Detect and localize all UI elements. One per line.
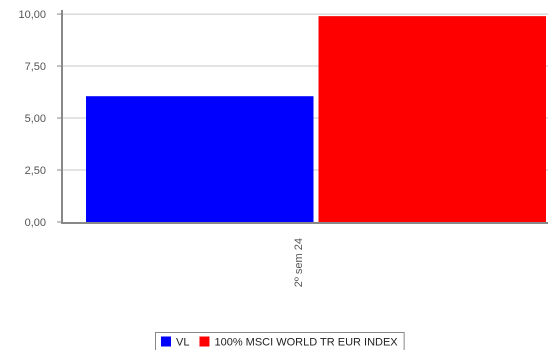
y-tick-label: 5,00 <box>25 113 46 125</box>
y-tick-label: 2,50 <box>25 165 46 177</box>
legend-swatch <box>161 337 171 347</box>
y-tick-labels: 0,00 2,50 5,00 7,50 10,00 <box>18 9 46 229</box>
bars <box>86 16 546 222</box>
y-tick-label: 10,00 <box>18 9 46 21</box>
y-tick-label: 7,50 <box>25 61 46 73</box>
legend-label: 100% MSCI WORLD TR EUR INDEX <box>214 337 398 349</box>
bar-msci-world[interactable] <box>319 16 547 222</box>
legend-label: VL <box>176 337 189 349</box>
legend-swatch <box>199 337 209 347</box>
y-tick-label: 0,00 <box>25 217 46 229</box>
legend: VL 100% MSCI WORLD TR EUR INDEX <box>156 333 405 351</box>
bar-vl[interactable] <box>86 96 314 222</box>
x-tick-labels: 2º sem 24 <box>293 238 305 287</box>
x-tick-label: 2º sem 24 <box>293 238 305 287</box>
